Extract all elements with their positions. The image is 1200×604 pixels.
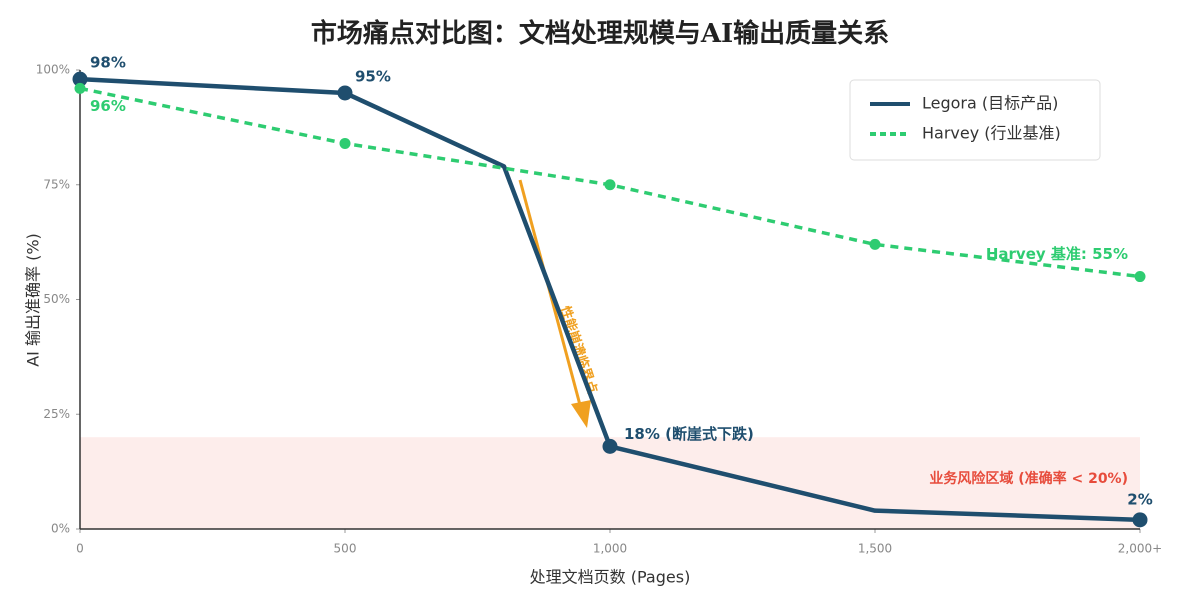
- series-line: [79, 76, 1141, 523]
- y-tick-label: 25%: [43, 407, 70, 421]
- value-label: Harvey 基准: 55%: [986, 245, 1128, 263]
- x-axis-label: 处理文档页数 (Pages): [530, 568, 691, 587]
- data-point: [339, 137, 351, 149]
- y-tick-label: 0%: [51, 522, 70, 536]
- x-tick-label: 0: [76, 542, 84, 556]
- legend-label: Harvey (行业基准): [922, 124, 1061, 143]
- x-tick-label: 1,500: [858, 542, 892, 556]
- y-axis-label: AI 输出准确率 (%): [24, 233, 43, 367]
- arrow-head: [571, 400, 591, 428]
- y-tick-label: 75%: [43, 177, 70, 191]
- data-point: [1132, 512, 1148, 528]
- x-tick-label: 1,000: [593, 542, 627, 556]
- value-label: 98%: [90, 54, 126, 72]
- data-point: [74, 82, 86, 94]
- data-point: [72, 71, 88, 87]
- risk-zone-label: 业务风险区域 (准确率 < 20%): [929, 470, 1128, 487]
- chart-title: 市场痛点对比图：文档处理规模与AI输出质量关系: [311, 18, 889, 49]
- data-point: [604, 179, 616, 191]
- x-tick-label: 500: [334, 542, 357, 556]
- x-tick-label: 2,000+: [1118, 542, 1162, 556]
- data-point: [1134, 271, 1146, 283]
- data-point: [602, 438, 618, 454]
- legend-label: Legora (目标产品): [922, 94, 1058, 113]
- data-point: [869, 238, 881, 250]
- value-label: 96%: [90, 97, 126, 115]
- y-tick-label: 100%: [36, 63, 70, 77]
- data-point: [337, 85, 353, 101]
- value-label: 95%: [355, 67, 391, 85]
- value-label: 18% (断崖式下跌): [624, 425, 754, 443]
- value-label: 2%: [1127, 490, 1152, 508]
- legend-box: [849, 79, 1101, 161]
- y-tick-label: 50%: [43, 292, 70, 306]
